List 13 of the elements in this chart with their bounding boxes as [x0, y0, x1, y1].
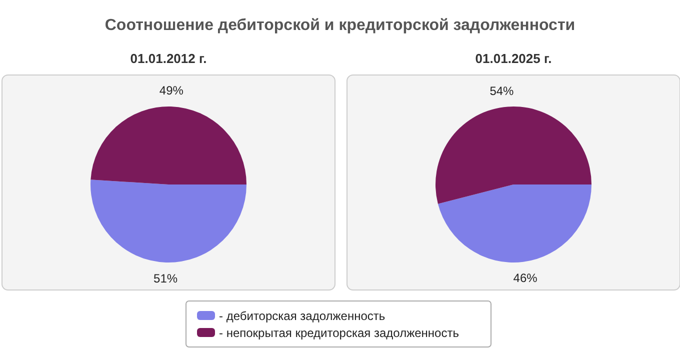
pie-slice: [436, 106, 592, 204]
pie-slice: [90, 106, 246, 184]
data-label: 46%: [513, 270, 538, 285]
data-label: 51%: [154, 271, 178, 286]
legend-label: - дебиторская задолженность: [219, 309, 386, 323]
chart-title: 01.01.2025 г.: [475, 51, 552, 66]
data-label: 54%: [490, 84, 514, 98]
pie-slice: [90, 180, 246, 262]
pie-slice: [438, 184, 592, 262]
text: Соотношение дебиторской и кредиторской задолженности: [104, 17, 576, 34]
chart-title: 01.01.2012 г.: [130, 51, 207, 66]
data-label: 49%: [159, 84, 184, 98]
legend-label: - непокрытая кредиторская задолженность: [219, 326, 459, 340]
